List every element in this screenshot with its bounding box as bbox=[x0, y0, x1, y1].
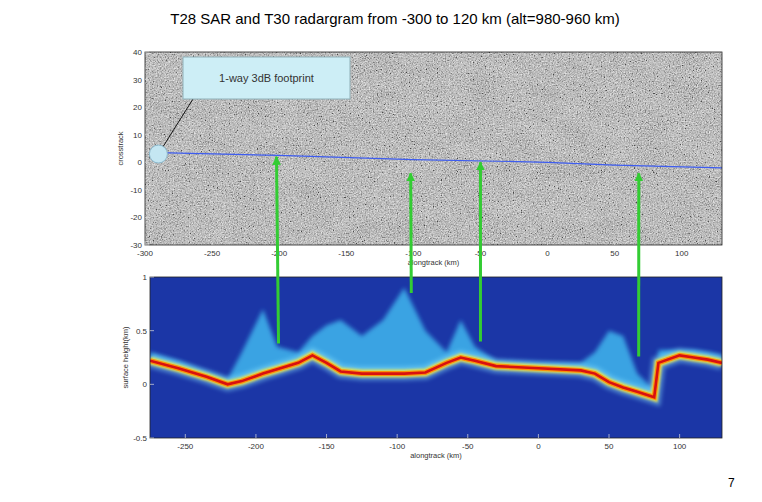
x-tick bbox=[255, 434, 256, 438]
arrow bbox=[479, 162, 482, 341]
y-tick-label: 40 bbox=[133, 48, 142, 57]
y-tick-label: 20 bbox=[133, 103, 142, 112]
plot-area bbox=[150, 277, 722, 438]
x-tick-label: -300 bbox=[137, 249, 154, 258]
y-tick bbox=[150, 277, 154, 278]
y-tick bbox=[150, 330, 154, 331]
x-tick-label: -200 bbox=[248, 442, 265, 451]
sar-texture bbox=[145, 52, 722, 245]
x-tick bbox=[212, 241, 213, 245]
x-tick bbox=[679, 434, 680, 438]
radargram-background bbox=[150, 277, 722, 438]
y-tick-label: -20 bbox=[130, 213, 142, 222]
y-tick bbox=[145, 217, 149, 218]
annotation-text: 1-way 3dB footprint bbox=[219, 72, 314, 84]
x-tick-label: -250 bbox=[177, 442, 194, 451]
y-axis-label: crosstrack bbox=[116, 131, 125, 165]
y-tick bbox=[150, 384, 154, 385]
y-tick-label: -10 bbox=[130, 186, 142, 195]
sar-background bbox=[145, 52, 722, 245]
y-tick bbox=[145, 189, 149, 190]
x-tick bbox=[326, 434, 327, 438]
y-tick-label: 0 bbox=[143, 380, 148, 389]
annotation-box bbox=[183, 57, 350, 99]
y-tick bbox=[145, 134, 149, 135]
clutter-echo bbox=[150, 288, 722, 397]
x-tick bbox=[547, 241, 548, 245]
x-tick bbox=[467, 434, 468, 438]
surface-halo bbox=[150, 355, 722, 397]
footprint bbox=[149, 145, 167, 163]
y-tick-label: 0.5 bbox=[136, 327, 148, 336]
arrow bbox=[637, 173, 640, 356]
plot-frame bbox=[150, 277, 722, 438]
x-tick-label: 0 bbox=[545, 249, 550, 258]
y-tick-label: 10 bbox=[133, 131, 142, 140]
y-tick-label: -30 bbox=[130, 241, 142, 250]
plot-area bbox=[145, 52, 722, 245]
y-tick-label: 30 bbox=[133, 76, 142, 85]
x-tick bbox=[145, 241, 146, 245]
y-tick bbox=[145, 107, 149, 108]
y-tick bbox=[145, 245, 149, 246]
x-tick-label: -100 bbox=[389, 442, 406, 451]
y-tick-label: -0.5 bbox=[133, 434, 147, 443]
slide: T28 SAR and T30 radargram from -300 to 1… bbox=[0, 0, 762, 502]
x-tick-label: -250 bbox=[204, 249, 221, 258]
y-tick-label: 1 bbox=[143, 273, 148, 282]
y-tick bbox=[145, 52, 149, 53]
x-tick-label: -100 bbox=[405, 249, 422, 258]
x-tick-label: -200 bbox=[271, 249, 288, 258]
arrow bbox=[277, 157, 279, 344]
x-tick-label: 0 bbox=[536, 442, 541, 451]
x-tick bbox=[681, 241, 682, 245]
y-axis-label: surface height(km) bbox=[121, 326, 130, 389]
x-tick bbox=[185, 434, 186, 438]
x-tick-label: 50 bbox=[610, 249, 619, 258]
x-tick-label: 50 bbox=[605, 442, 614, 451]
x-tick-label: 100 bbox=[675, 249, 689, 258]
y-tick bbox=[145, 162, 149, 163]
x-tick bbox=[397, 434, 398, 438]
x-tick bbox=[538, 434, 539, 438]
ground-track bbox=[158, 153, 722, 168]
x-tick bbox=[413, 241, 414, 245]
x-tick-label: -50 bbox=[462, 442, 474, 451]
sar-texture bbox=[145, 52, 722, 245]
page-number: 7 bbox=[728, 476, 735, 490]
x-tick-label: -150 bbox=[338, 249, 355, 258]
x-axis-label: alongtrack (km) bbox=[410, 451, 462, 460]
x-tick bbox=[609, 434, 610, 438]
title: T28 SAR and T30 radargram from -300 to 1… bbox=[170, 10, 620, 27]
surface-halo bbox=[150, 355, 722, 397]
x-axis-label: alongtrack (km) bbox=[408, 258, 460, 267]
page: {"title": "T28 SAR and T30 radargram fro… bbox=[0, 0, 762, 502]
x-tick-label: 100 bbox=[673, 442, 687, 451]
plot-frame bbox=[145, 52, 722, 245]
annotation-connector bbox=[158, 99, 193, 154]
x-tick bbox=[346, 241, 347, 245]
surface-echo bbox=[150, 355, 722, 397]
x-tick bbox=[614, 241, 615, 245]
y-tick bbox=[150, 438, 154, 439]
y-tick bbox=[145, 79, 149, 80]
y-tick-label: 0 bbox=[138, 158, 143, 167]
surface-halo bbox=[150, 355, 722, 397]
arrow bbox=[409, 173, 413, 293]
x-tick-label: -150 bbox=[319, 442, 336, 451]
